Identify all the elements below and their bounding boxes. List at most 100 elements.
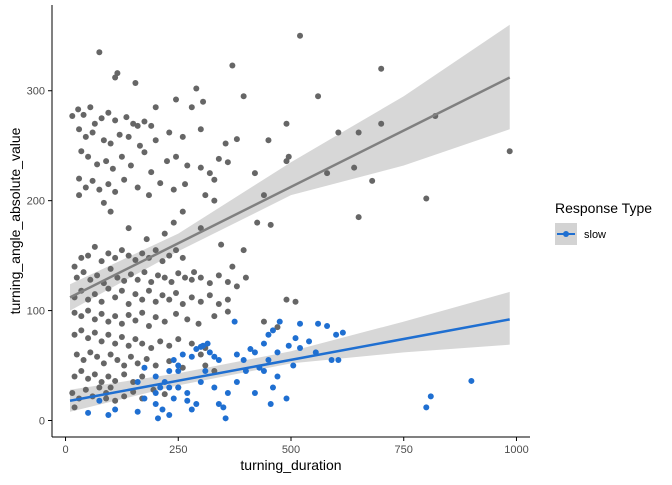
data-point (166, 368, 173, 375)
data-point (267, 221, 274, 228)
data-point (114, 357, 121, 364)
y-tick-label: 100 (27, 306, 45, 318)
y-tick-label: 300 (27, 86, 45, 98)
data-point (157, 180, 164, 187)
data-point (132, 257, 139, 264)
data-point (118, 320, 125, 327)
data-point (355, 214, 362, 221)
data-point (152, 362, 159, 369)
data-point (139, 250, 146, 257)
data-point (80, 269, 87, 276)
data-point (76, 126, 83, 133)
data-point (267, 401, 274, 408)
data-point (125, 311, 132, 318)
data-point (179, 208, 186, 215)
data-point (188, 340, 195, 347)
data-point (175, 384, 182, 391)
data-point (222, 415, 229, 422)
data-point (105, 109, 112, 116)
data-point (251, 349, 258, 356)
data-point (166, 358, 173, 365)
data-point (78, 368, 85, 375)
data-point (324, 170, 331, 177)
legend-key-point (563, 231, 569, 237)
data-point (224, 390, 231, 397)
data-point (112, 377, 119, 384)
data-point (91, 291, 98, 298)
data-point (202, 368, 209, 375)
data-point (427, 393, 434, 400)
data-point (121, 393, 128, 400)
data-point (82, 386, 89, 393)
data-point (339, 329, 346, 336)
data-point (206, 292, 213, 299)
data-point (94, 353, 101, 360)
trend-line-slow (69, 318, 510, 402)
data-point (240, 247, 247, 254)
data-point (100, 360, 107, 367)
data-point (173, 153, 180, 160)
data-point (121, 362, 128, 369)
data-point (87, 276, 94, 283)
data-point (211, 197, 218, 204)
data-point (193, 346, 200, 353)
data-point (251, 170, 258, 177)
data-point (112, 313, 119, 320)
data-point (78, 254, 85, 261)
data-point (179, 300, 186, 307)
x-tick-label: 500 (282, 444, 300, 456)
data-point (73, 351, 80, 358)
data-point (141, 364, 148, 371)
data-point (96, 186, 103, 193)
data-point (98, 310, 105, 317)
data-points (69, 32, 513, 422)
data-point (211, 353, 218, 360)
data-point (141, 149, 148, 156)
data-point (85, 307, 92, 314)
data-point (148, 344, 155, 351)
data-point (200, 98, 207, 105)
data-point (152, 104, 159, 111)
data-point (335, 129, 342, 136)
data-point (107, 384, 114, 391)
data-point (105, 181, 112, 188)
data-point (134, 360, 141, 367)
data-point (69, 390, 76, 397)
data-point (265, 357, 272, 364)
data-point (193, 85, 200, 92)
data-point (154, 272, 161, 279)
data-point (292, 298, 299, 305)
data-point (265, 137, 272, 144)
data-point (127, 162, 134, 169)
data-point (161, 274, 168, 281)
data-point (290, 362, 297, 369)
y-axis-label: turning_angle_absolute_value (7, 127, 23, 314)
data-point (141, 395, 148, 402)
data-point (351, 164, 358, 171)
data-point (145, 322, 152, 329)
data-point (105, 373, 112, 380)
data-point (179, 254, 186, 261)
data-point (184, 397, 191, 404)
data-point (188, 276, 195, 283)
data-point (283, 120, 290, 127)
data-point (80, 357, 87, 364)
data-point (71, 331, 78, 338)
data-point (143, 236, 150, 243)
data-point (233, 379, 240, 386)
data-point (283, 296, 290, 303)
data-point (114, 274, 121, 281)
data-point (222, 140, 229, 147)
data-point (188, 294, 195, 301)
data-point (116, 131, 123, 138)
y-tick-label: 0 (39, 416, 45, 428)
data-point (468, 377, 475, 384)
confidence-band-slow (70, 291, 510, 412)
data-point (197, 126, 204, 133)
data-point (229, 263, 236, 270)
data-point (200, 342, 207, 349)
data-point (96, 49, 103, 56)
x-tick-label: 0 (62, 444, 68, 456)
data-point (132, 291, 139, 298)
